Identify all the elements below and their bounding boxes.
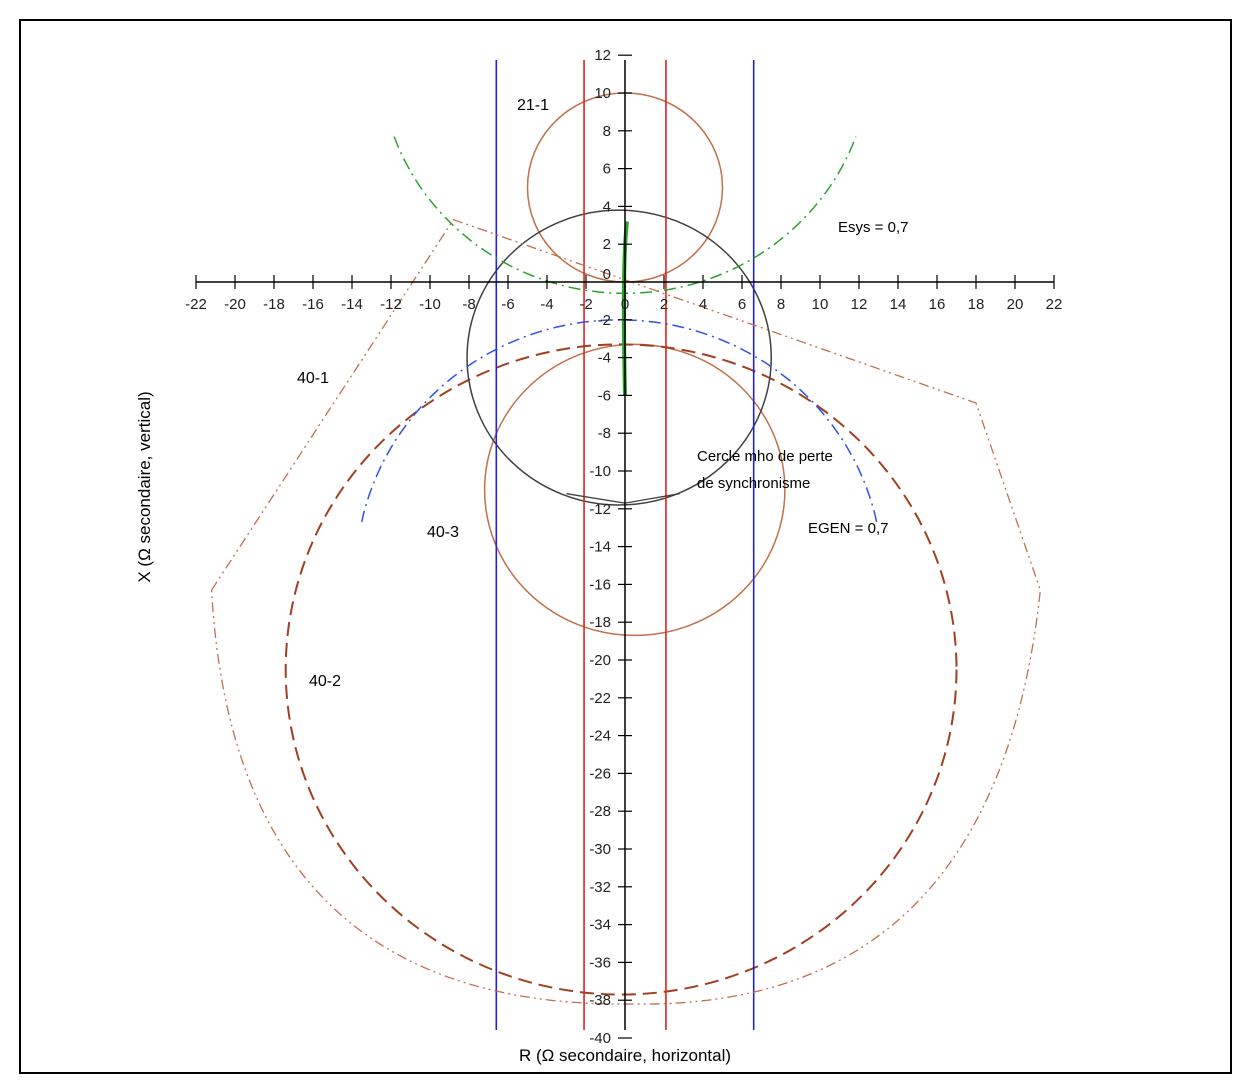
- y-tick-label: -36: [589, 954, 611, 971]
- y-tick-label: 4: [603, 198, 611, 215]
- label-40-1: 40-1: [297, 370, 330, 387]
- x-tick-label: -16: [302, 296, 324, 313]
- y-tick-label: -6: [598, 387, 611, 404]
- x-tick-label: 22: [1046, 296, 1063, 313]
- x-tick-label: 20: [1007, 296, 1024, 313]
- y-tick-label: -20: [589, 652, 611, 669]
- x-tick-label: -18: [263, 296, 285, 313]
- polygon-40-1: [210, 218, 1042, 1005]
- y-tick-label: 10: [594, 85, 611, 102]
- y-tick-label: -10: [589, 463, 611, 480]
- circle-40-3: [483, 343, 786, 637]
- x-axis-label: R (Ω secondaire, horizontal): [518, 1046, 732, 1065]
- y-tick-label: -32: [589, 879, 611, 896]
- y-tick-label: -24: [589, 728, 611, 745]
- y-tick-label: 8: [603, 123, 611, 140]
- y-tick-label: -30: [589, 841, 611, 858]
- label-21-1: 21-1: [517, 97, 550, 114]
- label-mho-line1: Cercle mho de perte: [697, 448, 833, 465]
- y-tick-label: -8: [598, 425, 611, 442]
- y-tick-label: -4: [598, 350, 611, 367]
- y-tick-label: -26: [589, 765, 611, 782]
- x-tick-label: 16: [929, 296, 946, 313]
- x-tick-label: -8: [462, 296, 475, 313]
- y-tick-label: -14: [589, 539, 611, 556]
- x-tick-label: -6: [501, 296, 514, 313]
- x-tick-label: -2: [579, 296, 592, 313]
- x-tick-label: 6: [738, 296, 746, 313]
- x-tick-label: -10: [419, 296, 441, 313]
- x-tick-label: -20: [224, 296, 246, 313]
- y-tick-label: -2: [598, 312, 611, 329]
- x-tick-label: 2: [660, 296, 668, 313]
- y-axis-label: X (Ω secondaire, vertical): [135, 391, 154, 583]
- y-tick-label: -34: [589, 917, 611, 934]
- label-egen: EGEN = 0,7: [808, 520, 889, 537]
- x-tick-label: -22: [185, 296, 207, 313]
- axes-layer: -22 -20 -18 -16 -14 -12 -10 -8 -6 -4 -2 0 2 4 6 8 10 12 14…: [185, 47, 1062, 1047]
- y-tick-label: 6: [603, 161, 611, 178]
- circle-cercle-mho-de-perte-de-synchronisme: [466, 209, 773, 506]
- circle-40-2: [284, 343, 958, 996]
- y-tick-label: -40: [589, 1030, 611, 1047]
- label-40-3: 40-3: [427, 524, 460, 541]
- y-tick-label: -18: [589, 614, 611, 631]
- curves-layer: [210, 60, 1042, 1030]
- x-tick-label: 0: [621, 296, 629, 313]
- x-tick-label: 8: [777, 296, 785, 313]
- y-tick-label: -12: [589, 501, 611, 518]
- y-tick-label: 0: [603, 266, 611, 283]
- x-tick-label: -4: [540, 296, 553, 313]
- label-mho-line2: de synchronisme: [697, 475, 811, 492]
- y-tick-label: -38: [589, 992, 611, 1009]
- y-tick-label: 12: [594, 47, 611, 64]
- x-tick-label: -12: [380, 296, 402, 313]
- y-tick-label: -22: [589, 690, 611, 707]
- y-tick-label: -28: [589, 803, 611, 820]
- x-tick-label: 18: [968, 296, 985, 313]
- label-esys: Esys = 0,7: [838, 219, 909, 236]
- x-tick-label: -14: [341, 296, 363, 313]
- x-tick-label: 4: [699, 296, 707, 313]
- x-tick-label: 14: [890, 296, 907, 313]
- y-tick-label: 2: [603, 236, 611, 253]
- x-tick-label: 12: [851, 296, 868, 313]
- x-tick-label: 10: [812, 296, 829, 313]
- label-40-2: 40-2: [309, 673, 342, 690]
- y-tick-label: -16: [589, 576, 611, 593]
